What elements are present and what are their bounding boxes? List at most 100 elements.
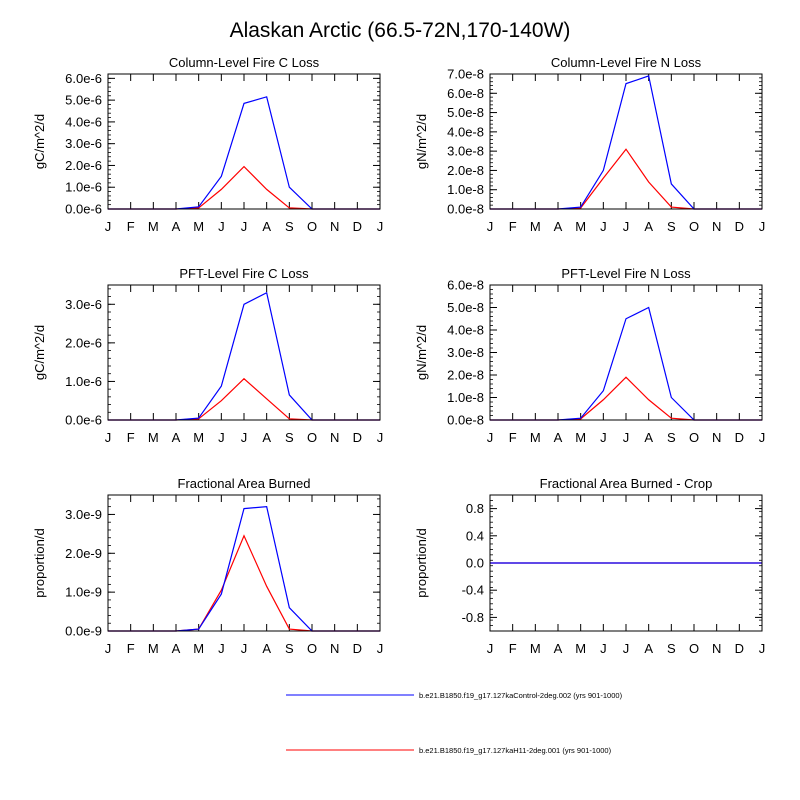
x-tick-label: F bbox=[127, 219, 135, 234]
series-line-1 bbox=[108, 96, 380, 210]
panel-title: Fractional Area Burned bbox=[178, 476, 311, 491]
series-line-2 bbox=[490, 148, 762, 210]
x-tick-label: D bbox=[735, 219, 744, 234]
y-tick-label: 0.8 bbox=[466, 501, 484, 516]
x-tick-label: J bbox=[218, 430, 225, 445]
y-tick-label: 0.4 bbox=[466, 528, 484, 543]
x-tick-label: N bbox=[712, 430, 721, 445]
x-tick-label: S bbox=[285, 641, 294, 656]
y-tick-label: 2.0e-8 bbox=[447, 163, 484, 178]
x-tick-label: M bbox=[193, 430, 204, 445]
x-tick-label: J bbox=[105, 430, 112, 445]
x-tick-label: A bbox=[644, 641, 653, 656]
y-tick-label: 1.0e-9 bbox=[65, 585, 102, 600]
legend-label: b.e21.B1850.f19_g17.127kaControl-2deg.00… bbox=[419, 691, 623, 700]
x-tick-label: J bbox=[759, 219, 766, 234]
x-tick-label: D bbox=[353, 641, 362, 656]
y-tick-label: 3.0e-8 bbox=[447, 144, 484, 159]
legend-label: b.e21.B1850.f19_g17.127kaH11-2deg.001 (y… bbox=[419, 746, 612, 755]
x-tick-label: M bbox=[530, 641, 541, 656]
y-tick-label: 2.0e-6 bbox=[65, 335, 102, 350]
y-axis-label: gN/m^2/d bbox=[414, 114, 429, 169]
x-tick-label: M bbox=[193, 641, 204, 656]
x-tick-label: D bbox=[353, 430, 362, 445]
x-tick-label: F bbox=[127, 641, 135, 656]
y-tick-label: 2.0e-8 bbox=[447, 368, 484, 383]
x-tick-label: M bbox=[575, 430, 586, 445]
y-axis-label: proportion/d bbox=[414, 528, 429, 597]
x-tick-label: J bbox=[600, 641, 607, 656]
legend-item: b.e21.B1850.f19_g17.127kaControl-2deg.00… bbox=[286, 691, 623, 700]
x-tick-label: J bbox=[241, 219, 248, 234]
x-tick-label: M bbox=[575, 219, 586, 234]
y-tick-label: 5.0e-8 bbox=[447, 300, 484, 315]
y-tick-label: 0.0e-6 bbox=[65, 202, 102, 217]
panel-4: PFT-Level Fire N Loss gN/m^2/d 0.0e-8 1.0e-… bbox=[414, 266, 765, 445]
x-tick-label: J bbox=[105, 641, 112, 656]
x-tick-label: J bbox=[487, 430, 494, 445]
series-line-1 bbox=[490, 306, 762, 421]
y-tick-label: 3.0e-6 bbox=[65, 136, 102, 151]
y-tick-label: 4.0e-8 bbox=[447, 323, 484, 338]
x-tick-label: N bbox=[712, 219, 721, 234]
y-tick-label: 1.0e-6 bbox=[65, 180, 102, 195]
y-tick-label: -0.8 bbox=[462, 610, 484, 625]
panel-frame bbox=[489, 73, 763, 210]
x-tick-label: J bbox=[759, 430, 766, 445]
y-tick-label: 3.0e-9 bbox=[65, 507, 102, 522]
x-tick-label: D bbox=[735, 430, 744, 445]
y-axis-label: gN/m^2/d bbox=[414, 325, 429, 380]
x-tick-label: J bbox=[623, 641, 630, 656]
x-tick-label: A bbox=[172, 219, 181, 234]
x-tick-label: F bbox=[509, 641, 517, 656]
panels: Column-Level Fire C Loss gC/m^2/d 0.0e-6 1.… bbox=[32, 55, 765, 656]
y-tick-label: 0.0e-6 bbox=[65, 413, 102, 428]
x-tick-label: A bbox=[644, 430, 653, 445]
x-tick-label: J bbox=[377, 219, 384, 234]
y-tick-label: 2.0e-9 bbox=[65, 546, 102, 561]
x-tick-label: S bbox=[667, 430, 676, 445]
x-tick-label: A bbox=[554, 641, 563, 656]
y-axis-label: proportion/d bbox=[32, 528, 47, 597]
y-tick-label: 5.0e-6 bbox=[65, 93, 102, 108]
y-tick-label: 1.0e-8 bbox=[447, 182, 484, 197]
x-tick-label: J bbox=[623, 219, 630, 234]
x-tick-label: O bbox=[689, 219, 699, 234]
figure-title: Alaskan Arctic (66.5-72N,170-140W) bbox=[230, 19, 571, 42]
x-tick-label: J bbox=[105, 219, 112, 234]
x-tick-label: J bbox=[759, 641, 766, 656]
y-tick-label: 3.0e-8 bbox=[447, 345, 484, 360]
x-tick-label: J bbox=[600, 219, 607, 234]
x-tick-label: N bbox=[330, 641, 339, 656]
x-tick-label: S bbox=[285, 430, 294, 445]
y-tick-label: 1.0e-6 bbox=[65, 374, 102, 389]
x-tick-label: A bbox=[262, 641, 271, 656]
y-tick-label: 4.0e-6 bbox=[65, 114, 102, 129]
x-tick-label: N bbox=[330, 219, 339, 234]
x-tick-label: A bbox=[554, 219, 563, 234]
x-tick-label: O bbox=[307, 641, 317, 656]
legend: b.e21.B1850.f19_g17.127kaControl-2deg.00… bbox=[286, 691, 623, 755]
panel-title: Column-Level Fire C Loss bbox=[169, 55, 320, 70]
x-tick-label: J bbox=[241, 641, 248, 656]
x-tick-label: J bbox=[241, 430, 248, 445]
x-tick-label: J bbox=[218, 219, 225, 234]
panel-2: Column-Level Fire N Loss gN/m^2/d 0.0e-8 1.… bbox=[414, 55, 765, 234]
panel-frame bbox=[107, 73, 381, 210]
x-tick-label: D bbox=[735, 641, 744, 656]
x-tick-label: S bbox=[667, 641, 676, 656]
series-line-2 bbox=[108, 534, 380, 632]
x-tick-label: M bbox=[148, 219, 159, 234]
series-line-1 bbox=[108, 506, 380, 632]
x-tick-label: M bbox=[530, 430, 541, 445]
x-tick-label: J bbox=[487, 641, 494, 656]
x-tick-label: A bbox=[554, 430, 563, 445]
x-tick-label: D bbox=[353, 219, 362, 234]
y-tick-label: 0.0e-8 bbox=[447, 202, 484, 217]
x-tick-label: F bbox=[509, 430, 517, 445]
series-line-1 bbox=[490, 75, 762, 210]
y-tick-label: 6.0e-8 bbox=[447, 278, 484, 293]
x-tick-label: J bbox=[623, 430, 630, 445]
y-tick-label: 4.0e-8 bbox=[447, 124, 484, 139]
y-tick-label: 0.0e-8 bbox=[447, 413, 484, 428]
